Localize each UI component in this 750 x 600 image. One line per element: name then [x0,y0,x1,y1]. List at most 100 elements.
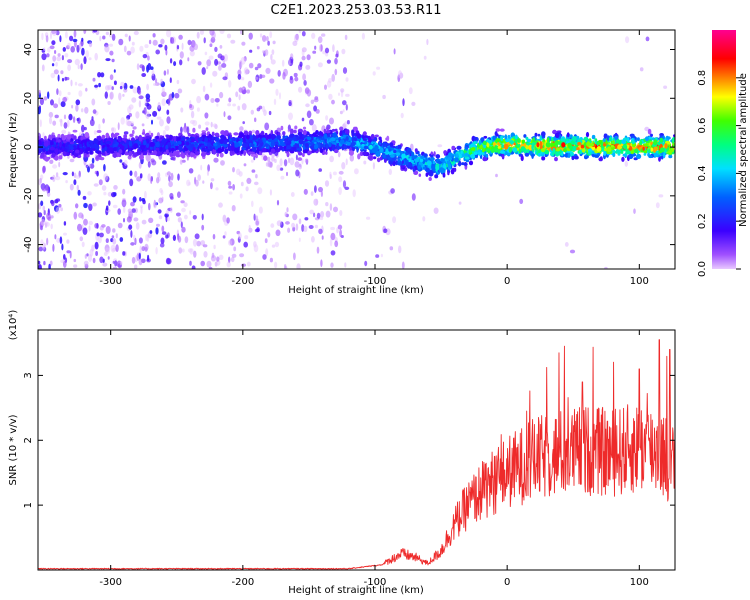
spectrogram-cell [270,133,276,140]
spectrogram-cell [344,34,348,41]
spectrogram-cell [333,149,339,154]
spectrogram-cell [314,143,319,150]
spectrogram-cell [111,235,115,239]
spectrogram-cell [88,220,93,226]
spectrogram-cell [261,105,266,113]
spectrogram-cell [83,56,87,65]
spectrogram-cell [254,228,260,233]
spectrogram-cell [470,153,475,159]
spectrogram-cell [43,96,48,101]
spectrogram-cell [159,119,164,127]
spectrogram-cell [145,138,150,144]
spectrogram-cell [98,150,101,154]
spectrogram-cell [164,44,168,51]
spectrogram-cell [309,141,314,146]
spectrogram-cell [189,103,193,109]
spectrogram-cell [468,160,474,166]
spectrogram-cell [375,254,380,258]
spectrogram-cell [318,135,322,139]
spectrogram-cell [104,91,109,99]
spectrogram-cell [90,140,94,146]
y-tick-label: 2 [23,437,34,443]
spectrogram-cell [418,153,421,157]
spectrogram-cell [325,130,331,134]
spectrogram-cell [368,144,373,150]
spectrogram-cell [309,119,314,126]
colorbar-tick-label: 0.0 [697,261,708,277]
spectrogram-cell [325,151,328,155]
spectrogram-cell [518,149,522,154]
spectrogram-cell [433,207,439,214]
spectrogram-cell [274,158,277,163]
spectrogram-cell [169,207,173,213]
spectrogram-cell [166,171,171,176]
spectrogram-cell [130,121,134,125]
spectrogram-cell [81,47,85,56]
spectrogram-cell [139,197,142,202]
spectrogram-cell [648,155,653,159]
spectrogram-cell [525,136,529,140]
spectrogram-cell [267,40,270,46]
spectrogram-cell [113,69,116,73]
spectrogram-cell [52,132,55,136]
spectrogram-cell [38,212,43,218]
spectrogram-cell [210,98,215,103]
spectrogram-cell [141,219,147,225]
spectrogram-cell [98,123,101,131]
spectrogram-cell [396,144,402,150]
spectrogram-cell [230,149,235,154]
x-tick-label: -200 [231,276,254,287]
spectrogram-cell [303,225,308,232]
spectrogram-cell [166,116,171,124]
spectrogram-cell [165,234,169,239]
spectrogram-cell [362,131,367,136]
spectrogram-cell [123,45,127,53]
spectrogram-cell [153,201,157,209]
spectrogram-cell [286,171,288,177]
spectrogram-cell [295,223,299,231]
spectrogram-cell [57,133,61,138]
spectrogram-cell [127,208,133,214]
spectrogram-cell [329,203,333,211]
spectrogram-cell [312,50,317,54]
spectrogram-cell [341,48,346,55]
spectrogram-cell [188,168,194,174]
spectrogram-cell [165,210,170,215]
spectrogram-cell [565,152,569,158]
spectrogram-cell [96,135,102,141]
spectrogram-cell [392,160,396,167]
spectrogram-cell [338,176,343,183]
spectrogram-cell [165,149,169,154]
spectrogram-cell [172,156,176,161]
spectrogram-cell [534,132,538,137]
spectrogram-cell [158,197,164,204]
spectrogram-cell [129,133,134,137]
spectrogram-cell [148,130,151,135]
spectrogram-cell [339,110,343,115]
spectrogram-cell [56,88,59,95]
spectrogram-cell [253,213,256,221]
spectrogram-cell [159,146,163,152]
spectrogram-cell [155,227,159,235]
spectrogram-cell [83,260,89,266]
spectrogram-cell [594,154,600,158]
spectrogram-cell [228,239,233,246]
spectrogram-cell [112,228,116,233]
spectrogram-cell [292,213,298,221]
spectrogram-cell [138,141,141,145]
spectrogram-cell [528,150,533,155]
x-tick-label: 0 [504,276,510,287]
spectrogram-cell [117,137,122,143]
spectrogram-cell [83,126,87,131]
spectrogram-cell [115,244,119,253]
spectrogram-cell [162,160,167,165]
spectrogram-cell [325,202,329,207]
spectrogram-cell [245,134,250,140]
spectrogram-cell [215,259,221,266]
spectrogram-cell [389,246,394,251]
spectrogram-cell [653,146,658,152]
spectrogram-cell [342,180,347,189]
spectrogram-cell [89,150,93,155]
spectrogram-cell [237,135,243,139]
